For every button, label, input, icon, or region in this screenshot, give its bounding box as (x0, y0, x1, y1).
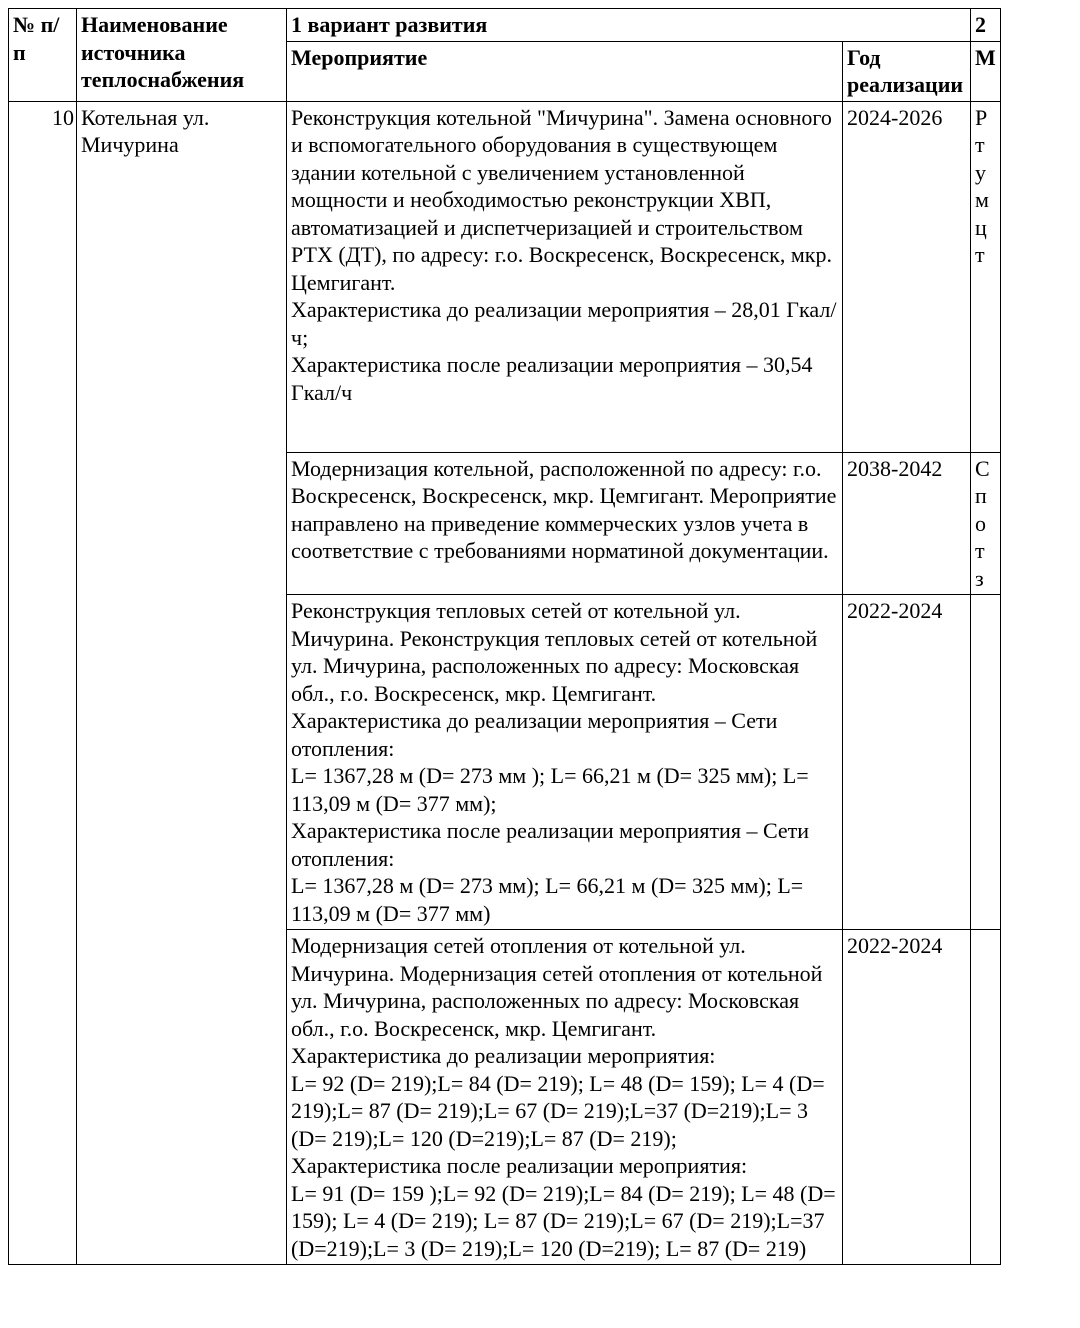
cell-empty (843, 408, 971, 452)
cell-cut (971, 595, 1001, 930)
cell-empty (77, 408, 287, 452)
table-row-spacer (9, 408, 1001, 452)
cell-empty (9, 595, 77, 930)
cell-year: 2038-2042 (843, 452, 971, 595)
table-row: Модернизация котельной, расположенной по… (9, 452, 1001, 595)
cell-empty (9, 930, 77, 1265)
col-header-name: Наименование источника теплоснабжения (77, 9, 287, 102)
cell-empty (77, 930, 287, 1265)
cell-cut: Спотз (971, 452, 1001, 595)
cell-event: Реконструкция тепловых сетей от котельно… (287, 595, 843, 930)
cell-name: Котельная ул. Мичурина (77, 101, 287, 408)
cell-event: Модернизация котельной, расположенной по… (287, 452, 843, 595)
table-row: Модернизация сетей отопления от котельно… (9, 930, 1001, 1265)
cell-cut: Ртумцт (971, 101, 1001, 408)
cell-empty (9, 452, 77, 595)
cell-num: 10 (9, 101, 77, 408)
cell-empty (9, 408, 77, 452)
cell-year: 2022-2024 (843, 930, 971, 1265)
cell-empty (77, 452, 287, 595)
cell-empty (971, 408, 1001, 452)
col-header-event2-cut: М (971, 41, 1001, 101)
table-row: Реконструкция тепловых сетей от котельно… (9, 595, 1001, 930)
cell-event: Модернизация сетей отопления от котельно… (287, 930, 843, 1265)
col-header-variant1: 1 вариант развития (287, 9, 971, 42)
cell-year: 2024-2026 (843, 101, 971, 408)
schedule-table: № п/п Наименование источника теплоснабже… (8, 8, 1001, 1265)
cell-empty (77, 595, 287, 930)
col-header-year: Год реализации (843, 41, 971, 101)
col-header-event: Мероприятие (287, 41, 843, 101)
table-row: 10 Котельная ул. Мичурина Реконструкция … (9, 101, 1001, 408)
cell-year: 2022-2024 (843, 595, 971, 930)
col-header-num: № п/п (9, 9, 77, 102)
cell-empty (287, 408, 843, 452)
cell-event: Реконструкция котельной "Мичурина". Заме… (287, 101, 843, 408)
col-header-variant2-cut: 2 (971, 9, 1001, 42)
header-row-1: № п/п Наименование источника теплоснабже… (9, 9, 1001, 42)
cell-cut (971, 930, 1001, 1265)
